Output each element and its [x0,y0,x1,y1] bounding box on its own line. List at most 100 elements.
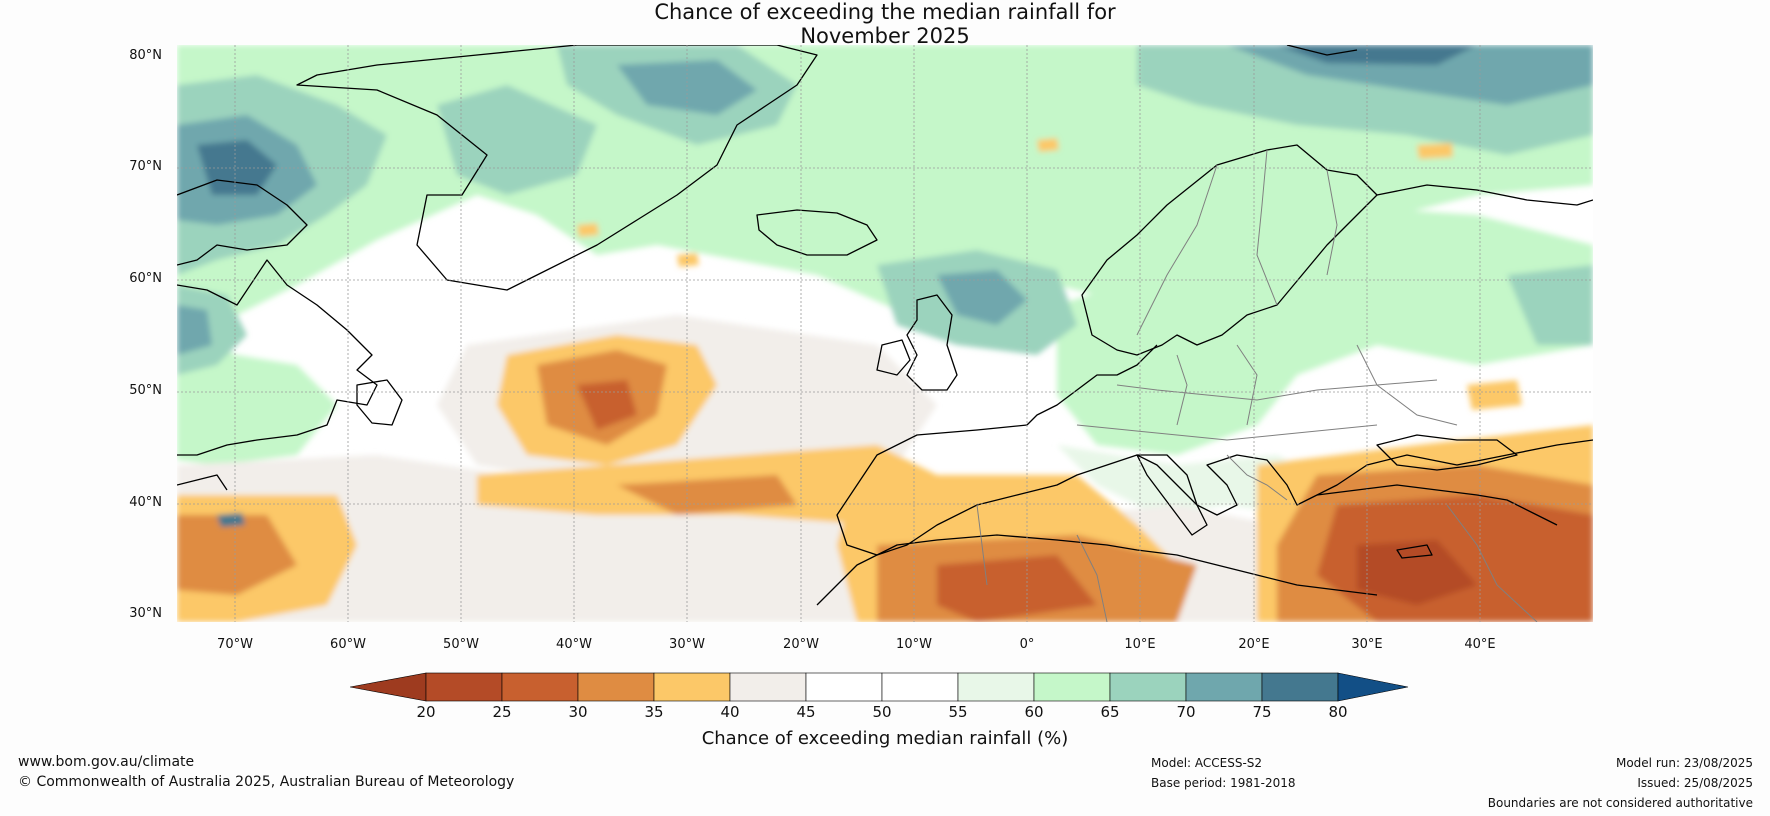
disclaimer-text: Boundaries are not considered authoritat… [1487,796,1753,810]
latitude-label-60n: 60°N [129,271,162,286]
region-20-25-levant [1357,540,1477,605]
region-25-30-atlantic [577,380,637,430]
colorbar-tick: 40 [720,703,740,721]
model-run-text: Model run: 23/08/2025 [1615,756,1753,770]
website-link[interactable]: www.bom.gov.au/climate [18,754,195,770]
colorbar-segment [1033,672,1111,702]
border-germany-poland [1176,354,1188,426]
colorbar-segment [1109,672,1187,702]
coastline-newfoundland [356,379,403,426]
coastline-svalbard [1286,45,1358,56]
region-75-80-northeast [1277,45,1477,65]
colorbar-segment [501,672,579,702]
coastlines [177,45,1593,606]
region-25-30-north-africa [937,555,1097,622]
latitude-label-50n: 50°N [129,383,162,398]
region-35-40-caspian [1467,380,1522,410]
latitude-label-30n: 30°N [129,606,162,621]
region-35-40-speckle-2 [1037,138,1059,152]
colorbar-tick: 70 [1176,703,1196,721]
latitude-label-70n: 70°N [129,159,162,174]
colorbar-segment [425,672,503,702]
colorbar-tick: 45 [796,703,816,721]
issued-text: Issued: 25/08/2025 [1637,776,1753,790]
map-title-line-1: Chance of exceeding the median rainfall … [654,0,1116,24]
coastline-north-africa [816,534,1378,606]
longitude-label-70w: 70°W [217,637,253,652]
colorbar-segment [1261,672,1339,702]
region-35-40-speckle-1 [577,223,599,237]
coastline-us-east [177,474,228,491]
colorbar-segment [1185,672,1263,702]
region-70-75-north-sea [937,270,1027,325]
region-35-40-speckle-3 [1417,143,1453,159]
colorbar-tick: 50 [872,703,892,721]
region-65-70-labrador [177,285,247,375]
colorbar-segment [729,672,807,702]
region-65-70-russia [1507,265,1593,345]
coastline-scandinavia [1081,144,1378,356]
colorbar-segment [577,672,655,702]
longitude-label-20w: 20°W [783,637,819,652]
colorbar-tick: 75 [1252,703,1272,721]
coastline-turkey [1316,484,1558,526]
border-north-africa-2 [1076,534,1108,622]
coastline-baffin [177,179,308,266]
longitude-label-50w: 50°W [443,637,479,652]
model-text: Model: ACCESS-S2 [1151,756,1263,770]
coastline-labrador [177,259,378,456]
latitude-label-80n: 80°N [129,48,162,63]
longitude-label-30e: 30°E [1351,637,1383,652]
colorbar-tick: 55 [948,703,968,721]
map-title: Chance of exceeding the median rainfall … [0,0,1770,48]
colorbar-tick: 30 [568,703,588,721]
map-title-line-2: November 2025 [800,24,970,48]
region-30-35-southwest [177,515,297,595]
longitude-label-30w: 30°W [669,637,705,652]
coastline-continental-europe [836,344,1593,556]
region-70-75-northeast [1227,45,1593,105]
border-sweden-norway [1136,164,1218,336]
region-70-75-labrador [177,305,212,355]
longitude-label-40e: 40°E [1464,637,1496,652]
region-75-80-northwest [197,140,277,195]
colorbar-segment [957,672,1035,702]
colorbar-upper-extension [1337,672,1409,702]
region-35-40-speckle-4 [677,253,699,267]
border-finland-russia [1326,169,1338,276]
graticule [177,45,1593,622]
colorbar-lower-extension [350,672,427,702]
colorbar-label: Chance of exceeding median rainfall (%) [701,728,1069,749]
region-75-80-speckle [217,513,245,527]
colorbar-segment [653,672,731,702]
border-central-europe-2 [1076,424,1378,441]
base-period-text: Base period: 1981-2018 [1151,776,1296,790]
longitude-label-60w: 60°W [330,637,366,652]
latitude-label-40n: 40°N [129,495,162,510]
region-65-70-greenland [437,85,597,195]
longitude-label-10w: 10°W [896,637,932,652]
border-north-africa-1 [976,504,988,586]
colorbar-tick: 60 [1024,703,1044,721]
coastline-greenland [296,45,818,291]
coastline-italy [1136,454,1208,536]
rainfall-map [177,45,1593,622]
colorbar-segment [805,672,883,702]
rainfall-map-canvas [177,45,1593,622]
coastline-great-britain [906,294,958,391]
border-middle-east [1446,504,1538,622]
longitude-label-10e: 10°E [1124,637,1156,652]
coastline-iceland [756,209,878,256]
region-30-35-mid-atlantic [617,475,797,515]
border-balkans [1226,454,1288,501]
coastline-ireland [876,339,911,376]
coastline-black-sea [1376,434,1518,471]
colorbar-segment [881,672,959,702]
probability-field [177,45,1593,622]
colorbar [350,672,1409,702]
colorbar-tick: 65 [1100,703,1120,721]
longitude-label-40w: 40°W [556,637,592,652]
copyright-text: © Commonwealth of Australia 2025, Austra… [18,774,515,790]
coastline-cyprus [1396,544,1433,559]
longitude-label-0: 0° [1019,637,1035,652]
